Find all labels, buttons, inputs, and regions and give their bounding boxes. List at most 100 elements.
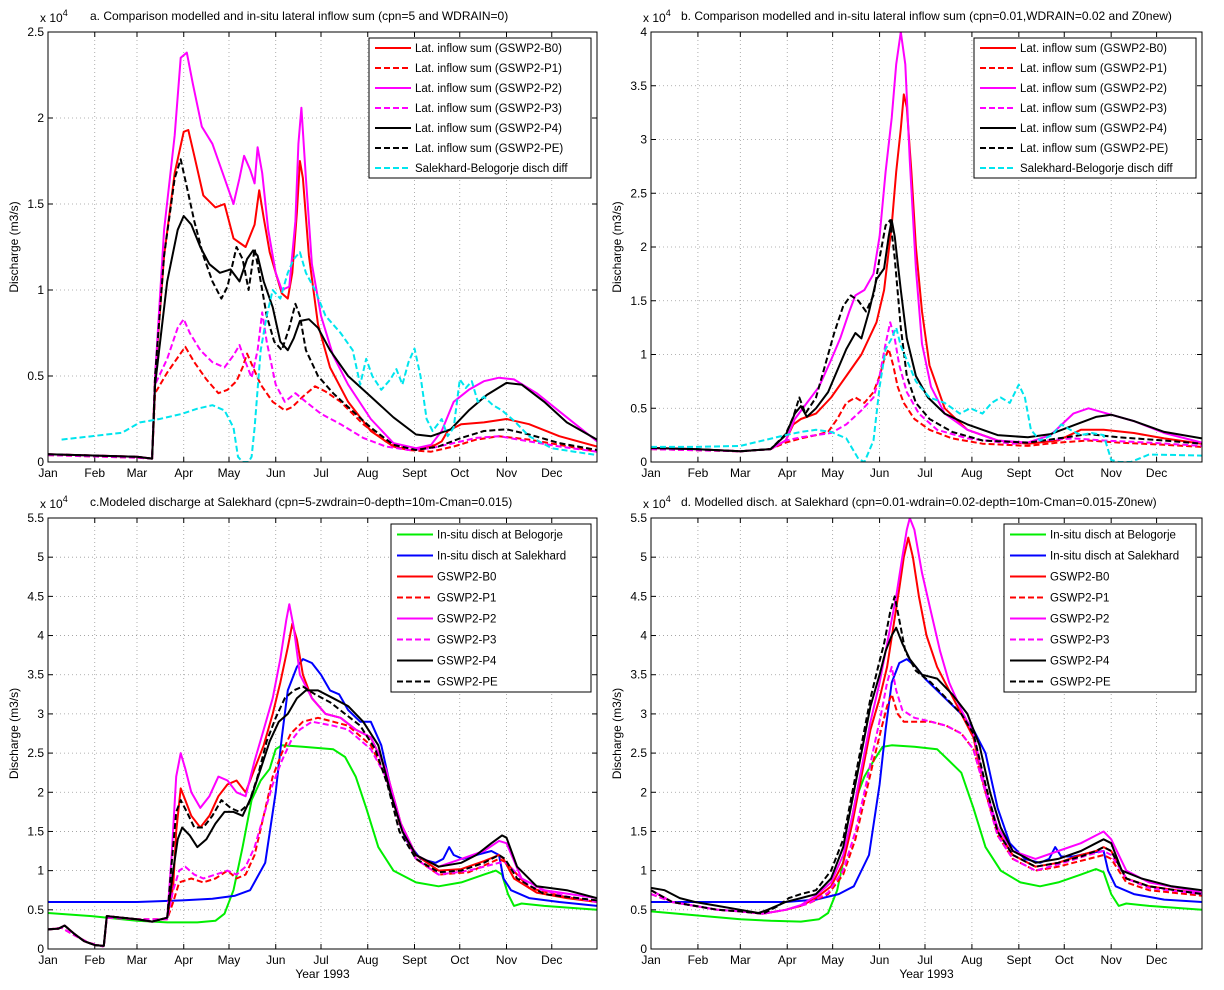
x-tick-label: Apr bbox=[778, 953, 797, 967]
x-tick-label: Mar bbox=[730, 466, 751, 480]
y-tick-label: 2.5 bbox=[630, 746, 647, 760]
legend-label: In-situ disch at Salekhard bbox=[437, 551, 566, 563]
series-line-lat-inflow-sum-gswp2-p4 bbox=[651, 219, 1202, 453]
y-tick-label: 2 bbox=[640, 240, 647, 254]
x-tick-label: Sept bbox=[402, 466, 427, 480]
y-tick-label: 1.5 bbox=[27, 197, 44, 211]
x-tick-label: May bbox=[821, 953, 844, 967]
legend-label: Lat. inflow sum (GSWP2-PE) bbox=[415, 143, 563, 155]
y-tick-label: 1 bbox=[37, 283, 44, 297]
series-line-gswp2-pe bbox=[651, 595, 1202, 915]
legend-label: GSWP2-P1 bbox=[1050, 593, 1109, 605]
legend-label: Salekhard-Belogorje disch diff bbox=[415, 163, 568, 175]
series-line-gswp2-pe bbox=[48, 685, 597, 947]
legend: Lat. inflow sum (GSWP2-B0) Lat. inflow su… bbox=[368, 37, 592, 179]
y-axis-label: Discharge (m3/s) bbox=[7, 688, 21, 779]
legend-box bbox=[390, 523, 592, 693]
y-tick-label: 0.5 bbox=[630, 401, 647, 415]
legend: In-situ disch at Belogorje In-situ disch … bbox=[1003, 523, 1197, 693]
legend-label: GSWP2-PE bbox=[437, 677, 498, 689]
y-tick-label: 1.5 bbox=[630, 294, 647, 308]
y-tick-label: 1.5 bbox=[27, 824, 44, 838]
y-tick-label: 3.5 bbox=[27, 668, 44, 682]
x-tick-label: Oct bbox=[450, 953, 469, 967]
y-tick-label: 0 bbox=[640, 942, 647, 956]
legend-label: Lat. inflow sum (GSWP2-B0) bbox=[415, 43, 562, 55]
legend-label: GSWP2-P4 bbox=[1050, 656, 1110, 668]
series-line-in-situ-disch-at-belogorje bbox=[48, 744, 597, 924]
y-tick-label: 1 bbox=[37, 864, 44, 878]
x-tick-label: Nov bbox=[496, 953, 517, 967]
series-line-lat-inflow-sum-gswp2-b0 bbox=[651, 93, 1202, 453]
legend-label: Lat. inflow sum (GSWP2-P2) bbox=[1020, 83, 1167, 95]
y-tick-label: 4 bbox=[640, 25, 647, 39]
y-axis-label: Discharge (m3/s) bbox=[610, 688, 624, 779]
axes-frame bbox=[47, 31, 598, 463]
x-tick-label: Feb bbox=[688, 466, 709, 480]
x-axis-label: Year 1993 bbox=[899, 967, 954, 981]
series-line-gswp2-p2 bbox=[651, 518, 1202, 915]
x-tick-label: May bbox=[218, 466, 241, 480]
exponent-power: 4 bbox=[63, 8, 68, 18]
y-tick-label: 4 bbox=[640, 629, 647, 643]
x-tick-label: Aug bbox=[961, 466, 982, 480]
panel-d: 0 0.5 1 1.5 2 2.5 3 3.5 4 4.5 5 5.5 Jan Feb Mar Apr May J… bbox=[610, 494, 1203, 981]
x-tick-label: Aug bbox=[357, 953, 378, 967]
legend-label: Lat. inflow sum (GSWP2-P3) bbox=[1020, 103, 1167, 115]
panel-b: 0 0.5 1 1.5 2 2.5 3 3.5 4 Jan Feb Mar Apr May Jun Jul Au… bbox=[610, 8, 1203, 480]
y-axis-label: Discharge (m3/s) bbox=[610, 201, 624, 292]
y-tick-label: 2.5 bbox=[630, 186, 647, 200]
y-tick-label: 4.5 bbox=[27, 589, 44, 603]
x-tick-label: Mar bbox=[127, 953, 148, 967]
x-tick-label: Feb bbox=[84, 466, 105, 480]
y-tick-label: 2 bbox=[37, 785, 44, 799]
x-tick-label: Nov bbox=[1101, 953, 1122, 967]
x-tick-label: Jun bbox=[266, 953, 285, 967]
y-tick-label: 4 bbox=[37, 629, 44, 643]
x-tick-label: Jan bbox=[38, 466, 57, 480]
legend: Lat. inflow sum (GSWP2-B0) Lat. inflow su… bbox=[973, 37, 1197, 179]
x-axis-label: Year 1993 bbox=[295, 967, 350, 981]
y-tick-label: 3 bbox=[37, 707, 44, 721]
y-tick-label: 5 bbox=[640, 550, 647, 564]
y-tick-label: 0 bbox=[640, 455, 647, 469]
x-tick-label: Feb bbox=[688, 953, 709, 967]
x-tick-label: Jul bbox=[917, 466, 932, 480]
x-tick-label: Oct bbox=[450, 466, 469, 480]
legend-label: Lat. inflow sum (GSWP2-P4) bbox=[1020, 123, 1167, 135]
x-tick-label: Nov bbox=[496, 466, 517, 480]
panel-title: a. Comparison modelled and in-situ later… bbox=[90, 9, 508, 23]
y-exponent-label: x 104 bbox=[40, 8, 68, 25]
y-exponent-label: x 104 bbox=[643, 8, 671, 25]
legend-label: GSWP2-P1 bbox=[437, 593, 496, 605]
x-tick-label: Mar bbox=[730, 953, 751, 967]
y-tick-label: 0 bbox=[37, 942, 44, 956]
legend-label: GSWP2-P2 bbox=[437, 614, 496, 626]
series-line-in-situ-disch-at-belogorje bbox=[651, 744, 1202, 923]
x-tick-label: Jul bbox=[313, 466, 328, 480]
y-tick-label: 3 bbox=[640, 707, 647, 721]
panel-title: b. Comparison modelled and in-situ later… bbox=[681, 9, 1172, 23]
panel-title: d. Modelled disch. at Salekhard (cpn=0.0… bbox=[681, 495, 1157, 509]
x-tick-label: Jul bbox=[313, 953, 328, 967]
y-tick-label: 3 bbox=[640, 133, 647, 147]
exponent-base: x 10 bbox=[40, 497, 63, 511]
y-tick-label: 1.5 bbox=[630, 824, 647, 838]
legend-label: In-situ disch at Belogorje bbox=[1050, 530, 1176, 542]
y-tick-label: 3.5 bbox=[630, 79, 647, 93]
x-tick-label: Nov bbox=[1101, 466, 1122, 480]
series-line-lat-inflow-sum-gswp2-pe bbox=[651, 219, 1202, 453]
legend-label: In-situ disch at Salekhard bbox=[1050, 551, 1179, 563]
x-tick-label: Jun bbox=[266, 466, 285, 480]
legend-label: Lat. inflow sum (GSWP2-P2) bbox=[415, 83, 562, 95]
panel-c: 0 0.5 1 1.5 2 2.5 3 3.5 4 4.5 5 5.5 Jan Feb Mar Apr May J… bbox=[7, 494, 598, 981]
x-tick-label: Sept bbox=[1006, 953, 1031, 967]
legend-label: Lat. inflow sum (GSWP2-P1) bbox=[1020, 63, 1167, 75]
y-tick-label: 0.5 bbox=[27, 369, 44, 383]
x-tick-label: Oct bbox=[1055, 953, 1074, 967]
series-line-lat-inflow-sum-gswp2-p1 bbox=[48, 345, 597, 460]
legend-label: GSWP2-P3 bbox=[437, 635, 496, 647]
y-tick-label: 3.5 bbox=[630, 668, 647, 682]
x-tick-label: Jan bbox=[38, 953, 57, 967]
